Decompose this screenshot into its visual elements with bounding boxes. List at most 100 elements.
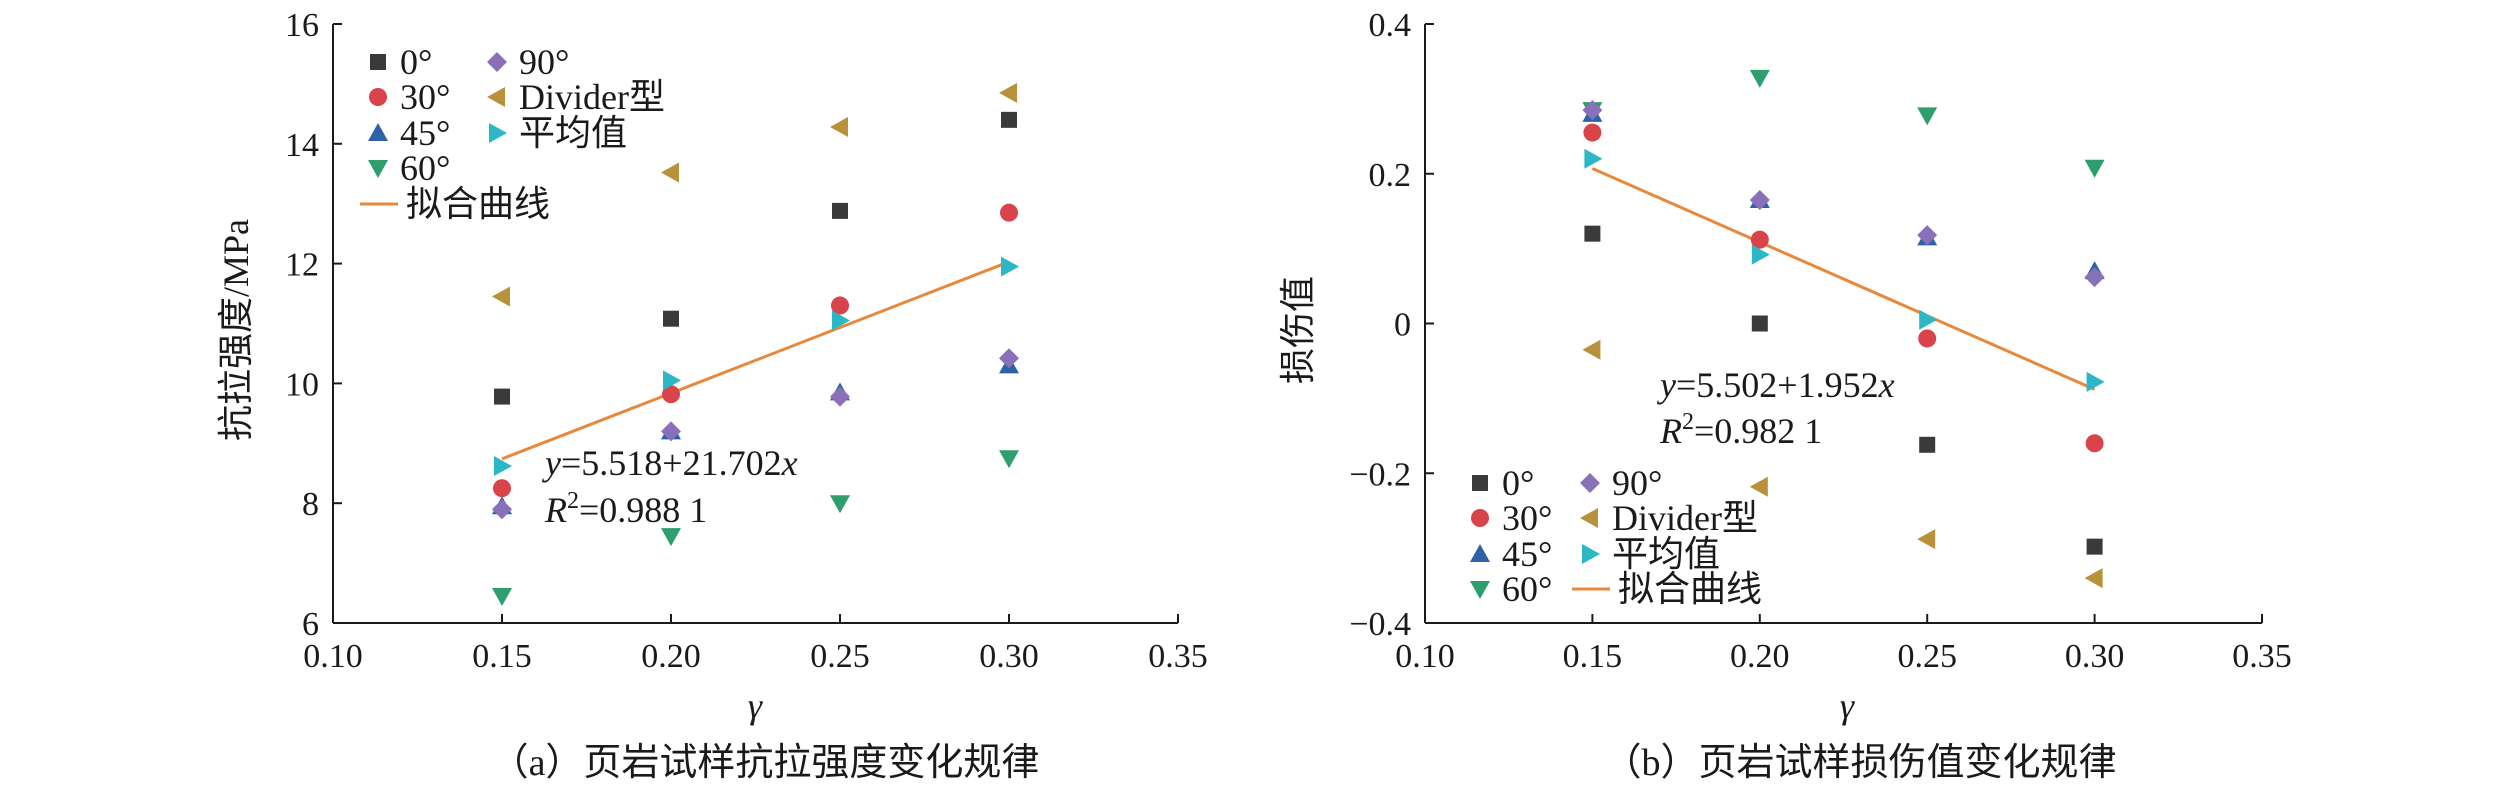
series-6: [494, 256, 1019, 477]
data-point: [830, 495, 850, 514]
chart-panel-b: 0.10 0.15 0.20 0.25 0.30 0.35 −0.4 −0.2 0 0.2 0.4 γ…: [1278, 7, 2292, 784]
x-tick-label: 0.15: [472, 638, 532, 675]
data-point: [1751, 244, 1770, 265]
x-tick-label: 0.35: [1148, 638, 1208, 675]
legend-marker: [368, 160, 388, 178]
chart-panel-a: 0.10 0.15 0.20 0.25 0.30 0.35 6 8 10 12 14 16 γ 抗拉强度/…: [216, 7, 1208, 784]
data-point: [663, 310, 679, 327]
data-point: [1000, 203, 1018, 222]
series-5: [492, 82, 1017, 307]
data-point: [2084, 267, 2105, 288]
series-4: [1582, 100, 2105, 288]
data-point: [2085, 434, 2104, 453]
data-point: [662, 385, 680, 404]
data-point: [999, 348, 1019, 369]
data-point: [1751, 315, 1768, 332]
legend-marker: [1470, 544, 1490, 562]
legend-entry: 90°: [1612, 463, 1662, 503]
legend-entry: 60°: [1502, 569, 1552, 609]
figure-caption: （b）页岩试样损伤值变化规律: [1603, 742, 2116, 784]
legend-marker: [1470, 581, 1490, 599]
data-point: [1749, 69, 1770, 88]
data-point: [492, 588, 512, 607]
x-tick-label: 0.30: [2065, 638, 2125, 675]
data-point: [492, 286, 510, 307]
data-point: [2086, 371, 2105, 392]
data-point: [661, 421, 681, 442]
x-axis-title: γ: [1840, 686, 1855, 726]
legend-entry: 拟合曲线: [406, 184, 550, 224]
legend-marker: [489, 123, 507, 143]
y-tick-label: 0.2: [1369, 157, 1412, 194]
figure-caption: （a）页岩试样抗拉强度变化规律: [491, 742, 1040, 784]
r-squared: R2=0.988 1: [544, 488, 707, 530]
legend-entry: 90°: [519, 42, 569, 82]
data-point: [2084, 159, 2105, 178]
y-tick-label: 12: [285, 247, 319, 284]
data-point: [999, 450, 1019, 469]
data-point: [493, 479, 511, 498]
legend-entry: 平均值: [1612, 534, 1720, 574]
data-point: [494, 456, 512, 477]
series-4: [492, 348, 1019, 520]
y-tick-label: 0: [1394, 307, 1411, 344]
series-1: [493, 203, 1018, 498]
data-point: [1917, 529, 1936, 550]
x-tick-label: 0.20: [641, 638, 701, 675]
x-tick-label: 0.10: [303, 638, 363, 675]
legend-entry: 45°: [400, 113, 450, 153]
legend-entry: 30°: [1502, 498, 1552, 538]
legend-entry: Divider型: [519, 77, 665, 117]
data-point: [1582, 339, 1601, 360]
series-2: [1582, 103, 2105, 280]
data-point: [830, 386, 850, 407]
data-point: [2084, 568, 2103, 589]
legend-entry: 拟合曲线: [1618, 569, 1762, 609]
data-point: [1919, 309, 1938, 330]
data-point: [1001, 111, 1017, 128]
y-axis-title: 损伤值: [1278, 276, 1318, 384]
x-tick-label: 0.25: [810, 638, 870, 675]
y-tick-label: 0.4: [1369, 7, 1412, 44]
x-axis-title: γ: [748, 686, 763, 726]
data-point: [831, 296, 849, 315]
data-point: [492, 499, 512, 520]
legend-marker: [1582, 544, 1600, 564]
data-point: [832, 202, 848, 219]
series-1: [1583, 123, 2104, 453]
fit-line: [501, 260, 1010, 461]
data-point: [1918, 329, 1937, 348]
data-point: [663, 370, 681, 391]
data-point: [1584, 225, 1601, 242]
legend-entry: 0°: [400, 42, 432, 82]
data-point: [1583, 123, 1602, 142]
x-tick-label: 0.30: [979, 638, 1039, 675]
data-point: [1001, 256, 1019, 277]
legend-marker: [370, 54, 386, 70]
x-tick-label: 0.10: [1395, 638, 1455, 675]
data-point: [830, 117, 848, 138]
y-tick-label: 8: [302, 486, 319, 523]
y-tick-label: 10: [285, 366, 319, 403]
legend-marker: [369, 88, 387, 106]
legend-marker: [1472, 475, 1488, 491]
legend-entry: 平均值: [519, 113, 627, 153]
y-tick-label: 16: [285, 7, 319, 44]
data-point: [999, 82, 1017, 103]
y-tick-label: −0.4: [1349, 606, 1411, 643]
data-point: [1582, 100, 1603, 121]
legend-entry: Divider型: [1612, 498, 1758, 538]
series-3: [492, 450, 1019, 607]
data-point: [661, 162, 679, 183]
y-axis-title: 抗拉强度/MPa: [216, 219, 256, 441]
fit-line: [1591, 167, 2096, 391]
x-tick-label: 0.20: [1730, 638, 1790, 675]
data-point: [1749, 189, 1770, 210]
data-point: [494, 388, 510, 405]
data-point: [832, 310, 850, 331]
series-3: [1582, 69, 2105, 178]
legend-marker: [487, 87, 505, 107]
legend-marker: [368, 123, 388, 141]
x-tick-label: 0.25: [1897, 638, 1957, 675]
